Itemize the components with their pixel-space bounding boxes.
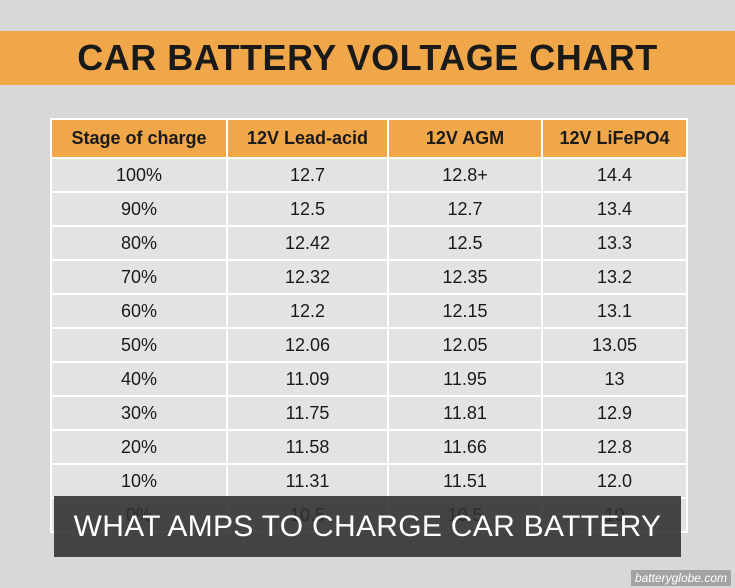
cell-stage: 30% xyxy=(50,395,228,431)
cell-lead-acid: 12.7 xyxy=(226,157,389,193)
cell-stage: 70% xyxy=(50,259,228,295)
column-header-lifepo4: 12V LiFePO4 xyxy=(541,118,688,159)
cell-agm: 11.81 xyxy=(387,395,543,431)
table-row: 50% 12.06 12.05 13.05 xyxy=(50,327,688,363)
cell-agm: 12.7 xyxy=(387,191,543,227)
cell-lead-acid: 12.32 xyxy=(226,259,389,295)
column-header-lead-acid: 12V Lead-acid xyxy=(226,118,389,159)
table-row: 80% 12.42 12.5 13.3 xyxy=(50,225,688,261)
cell-lifepo4: 13.3 xyxy=(541,225,688,261)
table-row: 10% 11.31 11.51 12.0 xyxy=(50,463,688,499)
cell-lifepo4: 12.9 xyxy=(541,395,688,431)
watermark: batteryglobe.com xyxy=(630,570,731,586)
cell-agm: 12.15 xyxy=(387,293,543,329)
cell-lifepo4: 12.8 xyxy=(541,429,688,465)
cell-agm: 11.95 xyxy=(387,361,543,397)
caption-text: WHAT AMPS TO CHARGE CAR BATTERY xyxy=(73,509,662,543)
table-row: 100% 12.7 12.8+ 14.4 xyxy=(50,157,688,193)
cell-agm: 12.5 xyxy=(387,225,543,261)
cell-agm: 12.05 xyxy=(387,327,543,363)
cell-stage: 80% xyxy=(50,225,228,261)
title-banner: CAR BATTERY VOLTAGE CHART xyxy=(0,31,735,85)
cell-lifepo4: 13.1 xyxy=(541,293,688,329)
table-row: 20% 11.58 11.66 12.8 xyxy=(50,429,688,465)
cell-lifepo4: 14.4 xyxy=(541,157,688,193)
cell-stage: 60% xyxy=(50,293,228,329)
cell-lead-acid: 11.09 xyxy=(226,361,389,397)
cell-lead-acid: 12.06 xyxy=(226,327,389,363)
cell-stage: 50% xyxy=(50,327,228,363)
table-row: 60% 12.2 12.15 13.1 xyxy=(50,293,688,329)
column-header-agm: 12V AGM xyxy=(387,118,543,159)
page-title: CAR BATTERY VOLTAGE CHART xyxy=(77,37,658,78)
table-row: 90% 12.5 12.7 13.4 xyxy=(50,191,688,227)
cell-agm: 12.8+ xyxy=(387,157,543,193)
cell-lead-acid: 12.5 xyxy=(226,191,389,227)
cell-lead-acid: 12.2 xyxy=(226,293,389,329)
cell-stage: 20% xyxy=(50,429,228,465)
voltage-table: Stage of charge 12V Lead-acid 12V AGM 12… xyxy=(50,118,688,533)
cell-agm: 11.51 xyxy=(387,463,543,499)
cell-stage: 90% xyxy=(50,191,228,227)
cell-agm: 11.66 xyxy=(387,429,543,465)
column-header-stage: Stage of charge xyxy=(50,118,228,159)
cell-stage: 100% xyxy=(50,157,228,193)
table-row: 40% 11.09 11.95 13 xyxy=(50,361,688,397)
table-header-row: Stage of charge 12V Lead-acid 12V AGM 12… xyxy=(50,118,688,159)
cell-agm: 12.35 xyxy=(387,259,543,295)
cell-lifepo4: 13.4 xyxy=(541,191,688,227)
table-row: 70% 12.32 12.35 13.2 xyxy=(50,259,688,295)
cell-lead-acid: 11.75 xyxy=(226,395,389,431)
cell-lead-acid: 11.31 xyxy=(226,463,389,499)
cell-lifepo4: 13.2 xyxy=(541,259,688,295)
cell-lifepo4: 12.0 xyxy=(541,463,688,499)
cell-stage: 10% xyxy=(50,463,228,499)
cell-lead-acid: 12.42 xyxy=(226,225,389,261)
cell-lifepo4: 13 xyxy=(541,361,688,397)
cell-lead-acid: 11.58 xyxy=(226,429,389,465)
cell-lifepo4: 13.05 xyxy=(541,327,688,363)
caption-overlay: WHAT AMPS TO CHARGE CAR BATTERY xyxy=(54,496,681,557)
cell-stage: 40% xyxy=(50,361,228,397)
table-row: 30% 11.75 11.81 12.9 xyxy=(50,395,688,431)
